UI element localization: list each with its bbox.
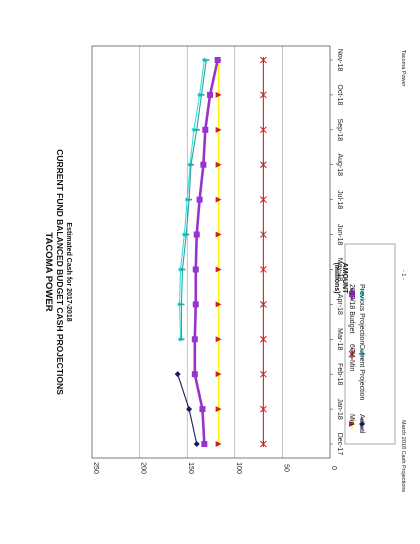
y-tick-label: 250 — [92, 462, 99, 474]
data-point — [260, 370, 267, 378]
data-point — [215, 336, 222, 343]
legend-label: Min — [348, 414, 355, 425]
data-point — [260, 161, 267, 169]
data-point — [200, 161, 207, 168]
legend-label: 60% Min — [348, 344, 355, 371]
data-point — [215, 371, 222, 378]
x-tick-label: Jul-18 — [336, 190, 343, 209]
data-point — [174, 371, 181, 378]
data-point — [260, 126, 267, 134]
data-point — [348, 350, 356, 358]
x-tick-label: Sep-18 — [336, 119, 343, 142]
footer-right: Tacoma Power — [400, 50, 406, 87]
x-tick-label: Oct-18 — [336, 84, 343, 105]
data-point — [199, 406, 206, 413]
data-point — [215, 126, 222, 133]
data-point — [215, 196, 222, 203]
series-line — [193, 59, 219, 445]
axes: 0 50 100 150 200 250 Dec-17 Jan-18 Feb-18 Mar-18 A… — [92, 49, 343, 474]
data-point — [207, 91, 214, 98]
legend-entry: Current Projection — [358, 344, 365, 401]
data-point — [193, 231, 200, 238]
chart-title: TACOMA POWER — [43, 232, 54, 311]
data-point — [201, 441, 208, 447]
data-point — [260, 91, 267, 99]
legend-entry: Previous Projection — [358, 284, 365, 344]
data-point — [260, 266, 267, 273]
x-tick-label: Jan-18 — [336, 398, 343, 420]
data-point — [202, 126, 209, 133]
data-point — [359, 421, 365, 427]
x-tick-label: Apr-18 — [336, 294, 343, 315]
x-tick-label: Dec-17 — [336, 433, 343, 456]
grid — [139, 46, 283, 458]
x-tick-label: Aug-18 — [336, 153, 343, 176]
data-point — [214, 57, 221, 63]
legend: Min Actual 60% Min Current Projection 2017/1… — [344, 243, 396, 445]
data-point — [193, 441, 200, 447]
data-point — [215, 441, 222, 447]
x-tick-label: Nov-18 — [336, 49, 343, 72]
data-point — [192, 301, 199, 308]
y-tick-label: 0 — [330, 466, 337, 470]
y-tick-label: 200 — [140, 462, 147, 474]
data-point — [196, 196, 203, 203]
data-point — [260, 231, 267, 238]
legend-label: Current Projection — [358, 344, 365, 401]
y-tick-label: 50 — [282, 464, 289, 472]
data-point — [215, 301, 222, 308]
series-current-projection — [178, 59, 210, 341]
data-point — [260, 405, 267, 413]
data-point — [192, 266, 199, 273]
data-point — [260, 440, 267, 448]
data-point — [260, 196, 267, 203]
y-tick-label: 150 — [187, 462, 194, 474]
data-point — [215, 91, 222, 98]
footer-left: March 2018 Cash Projections — [400, 420, 406, 493]
data-point — [186, 406, 193, 413]
series-2017-18-budget — [191, 57, 221, 447]
data-point — [215, 161, 222, 168]
legend-entry: 60% Min — [348, 344, 356, 371]
data-point — [260, 301, 267, 308]
legend-entry: 2017/18 Budget — [348, 284, 355, 333]
y-tick-label: 100 — [235, 462, 242, 474]
legend-entry: Min — [348, 414, 355, 430]
y-axis-title: AMOUNT — [341, 263, 348, 294]
data-point — [215, 406, 222, 413]
legend-label: Previous Projection — [358, 284, 365, 344]
y-axis-title-unit: (millions) — [333, 262, 340, 293]
x-tick-label: Feb-18 — [336, 363, 343, 385]
data-point — [359, 291, 365, 297]
series — [174, 56, 267, 448]
chart-subtitle: CURRENT FUND BALANCED BUDGET CASH PROJEC… — [55, 149, 65, 395]
plot-frame — [91, 45, 331, 459]
data-point — [191, 336, 198, 343]
x-tick-label: Jun-18 — [336, 224, 343, 246]
legend-entry: Actual — [358, 414, 365, 434]
footer-center: - 1 - — [400, 270, 406, 280]
titles: TACOMA POWER CURRENT FUND BALANCED BUDGE… — [43, 149, 348, 395]
data-point — [260, 56, 267, 64]
series-min — [215, 57, 222, 447]
data-point — [215, 231, 222, 238]
series-actual — [174, 371, 200, 447]
data-point — [349, 291, 355, 297]
legend-label: 2017/18 Budget — [348, 284, 355, 333]
x-tick-label: Mar-18 — [336, 328, 343, 350]
data-point — [191, 371, 198, 378]
legend-label: Actual — [358, 414, 365, 434]
data-point — [260, 335, 267, 343]
chart-subtitle-2: Estimated Cash for 2017-2018 — [65, 222, 72, 321]
data-point — [215, 266, 222, 273]
x-tick-label: May-18 — [336, 258, 343, 281]
series-60-min — [260, 56, 267, 448]
legend-box — [344, 243, 396, 445]
data-point — [349, 421, 355, 427]
